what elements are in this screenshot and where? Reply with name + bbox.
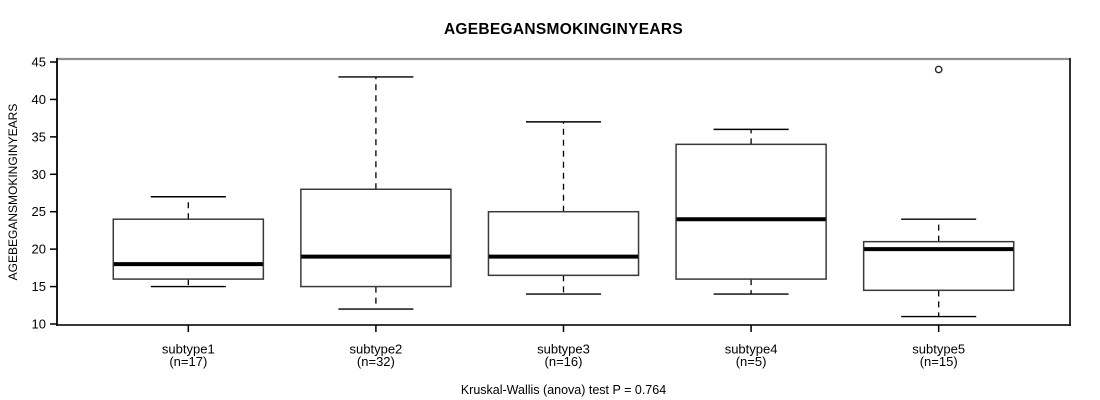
y-axis-tick-label: 15	[32, 279, 46, 294]
chart-title: AGEBEGANSMOKINGINYEARS	[443, 21, 684, 38]
x-axis-label-subtype3: subtype3	[537, 342, 590, 357]
x-axis-label-subtype1: subtype1	[162, 342, 215, 357]
kruskal-wallis-annotation: Kruskal-Wallis (anova) test P = 0.764	[460, 383, 667, 397]
x-axis-sublabel-subtype4: (n=5)	[736, 354, 767, 369]
iqr-box-subtype2	[300, 188, 452, 288]
y-axis-tick-label: 20	[32, 242, 46, 257]
iqr-box-subtype3	[487, 210, 640, 277]
outlier-point-subtype5	[934, 65, 943, 74]
iqr-box-subtype1	[112, 218, 265, 280]
y-axis-tick-label: 35	[32, 129, 46, 144]
iqr-box-subtype4	[675, 143, 827, 280]
y-axis-tick-label: 10	[32, 317, 46, 332]
x-axis-sublabel-subtype1: (n=17)	[169, 354, 207, 369]
x-axis-sublabel-subtype2: (n=32)	[357, 354, 395, 369]
x-axis-label-subtype2: subtype2	[350, 342, 403, 357]
x-axis-sublabel-subtype3: (n=16)	[545, 354, 583, 369]
x-axis-label-subtype4: subtype4	[725, 342, 778, 357]
y-axis-tick-label: 30	[32, 167, 46, 182]
x-axis-label-subtype5: subtype5	[912, 342, 965, 357]
x-axis-sublabel-subtype5: (n=15)	[920, 354, 958, 369]
y-axis-tick-label: 40	[32, 92, 46, 107]
y-axis-tick-label: 25	[32, 204, 46, 219]
y-axis-tick-label: 45	[32, 55, 46, 70]
